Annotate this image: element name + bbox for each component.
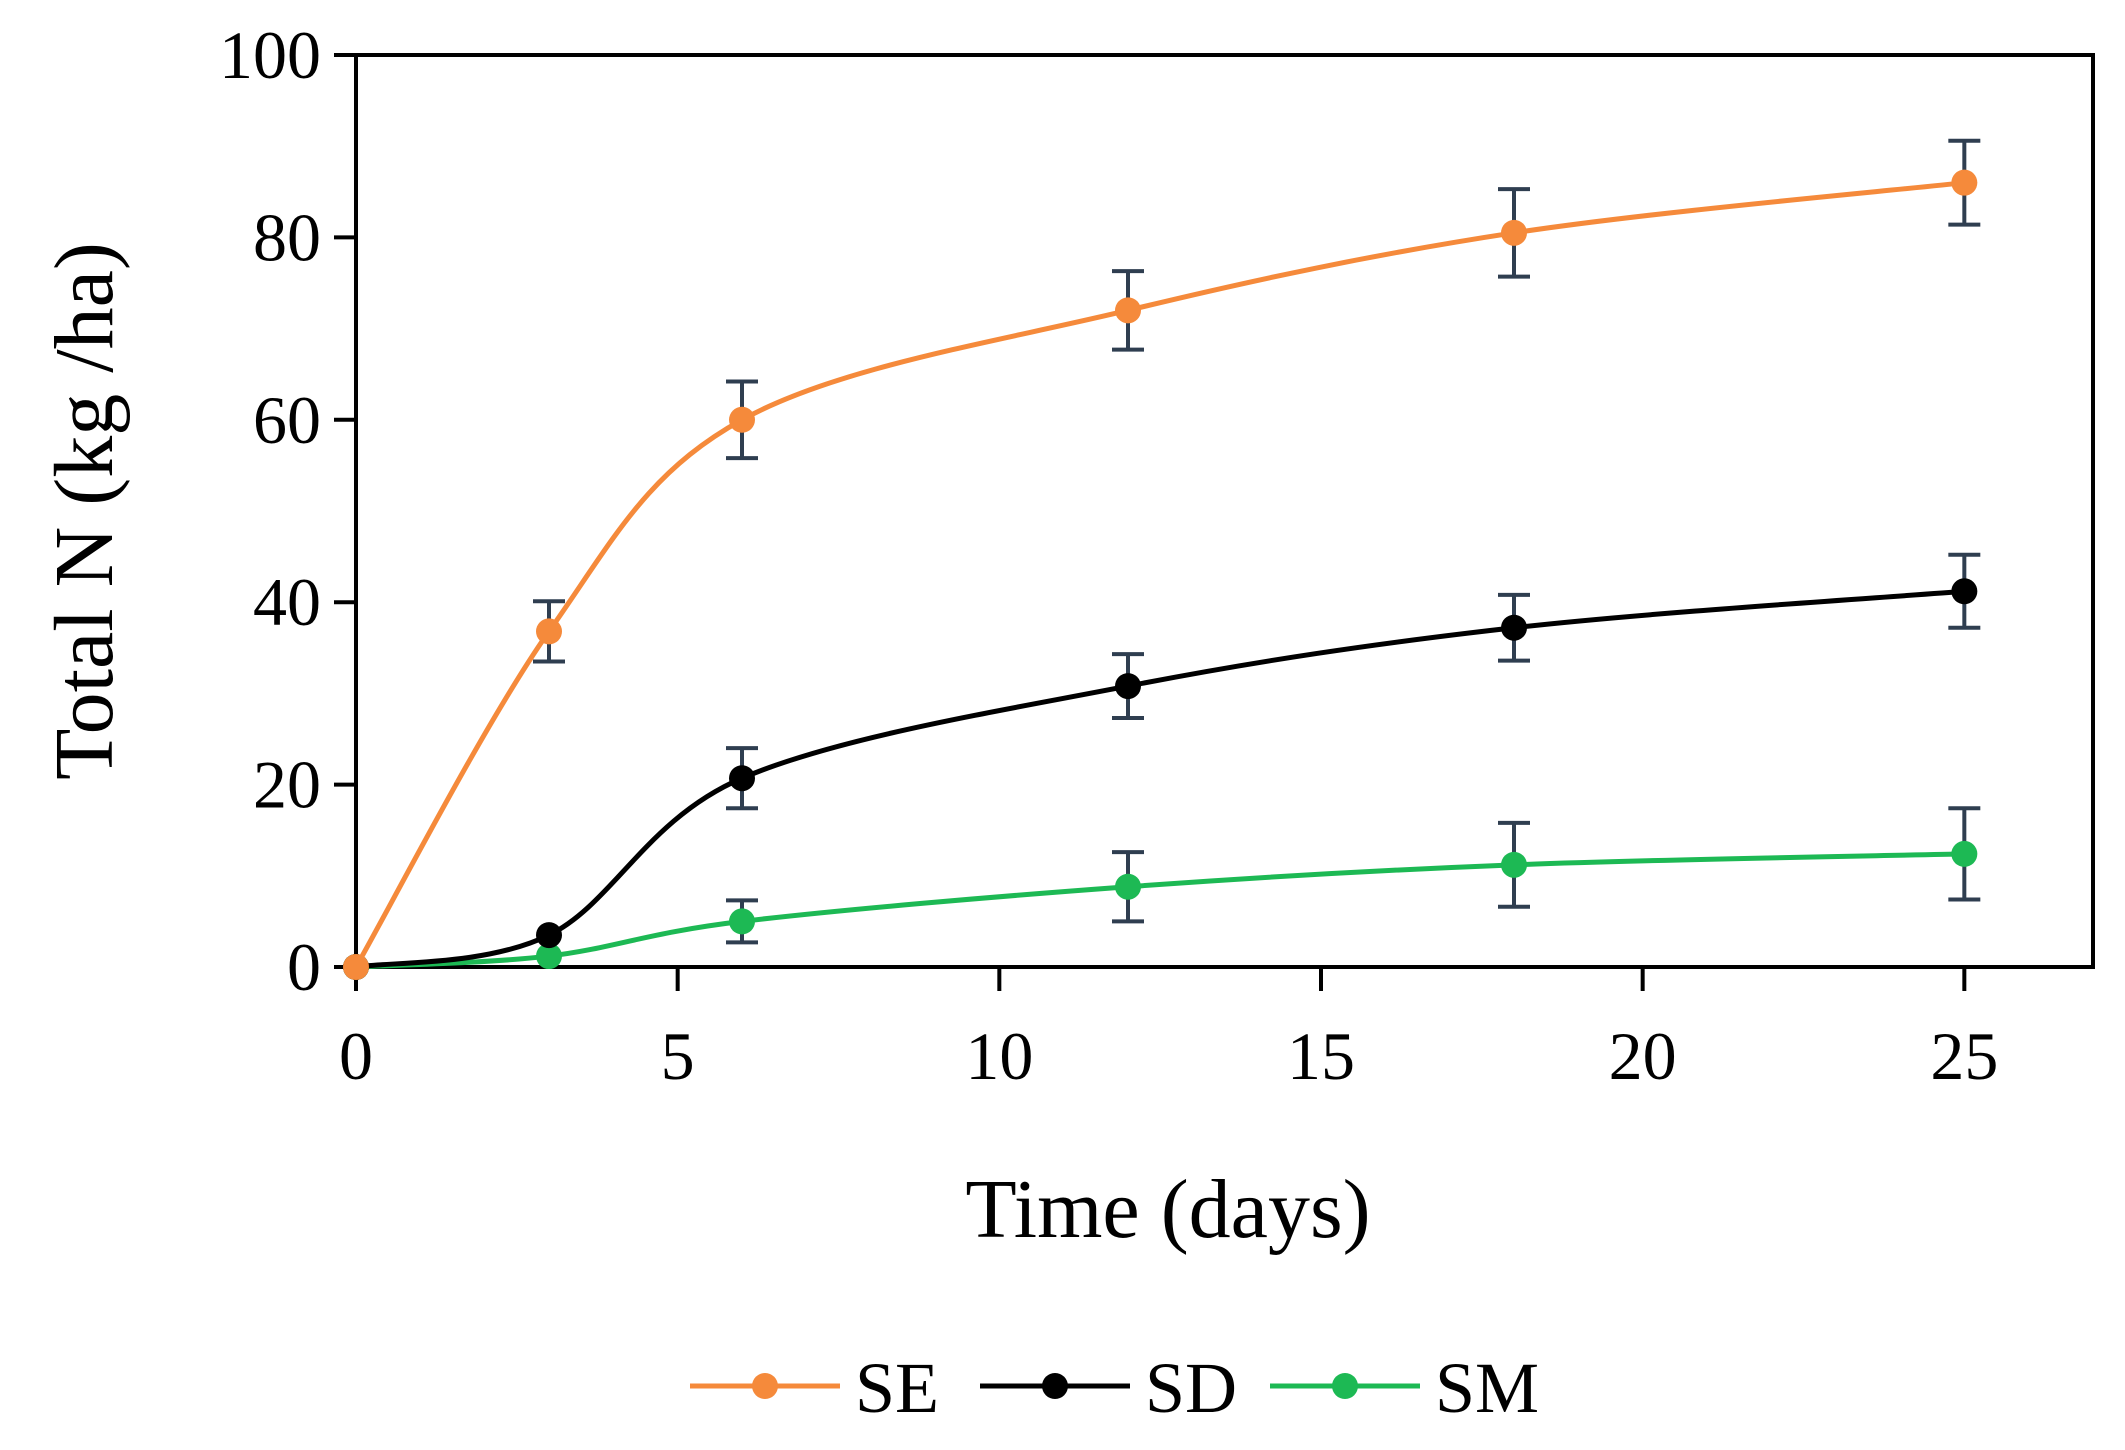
series-line-se [353, 180, 1965, 969]
series-line-sd [355, 588, 1965, 970]
legend-label-sd: SD [1145, 1348, 1237, 1428]
data-point-sd [1115, 673, 1141, 700]
plot-area-frame [354, 53, 2095, 969]
y-tick-label: 60 [253, 382, 321, 458]
x-tick-label: 25 [1930, 1018, 1998, 1094]
y-tick-label: 40 [253, 564, 321, 640]
legend-marker-se [752, 1373, 778, 1399]
y-axis-title: Total N (kg /ha) [38, 242, 131, 780]
data-point-se [729, 406, 755, 433]
data-point-se [1501, 219, 1527, 246]
x-tick-label: 0 [339, 1018, 373, 1094]
legend-marker-sd [1042, 1373, 1068, 1399]
legend-marker-sm [1332, 1373, 1358, 1399]
series-sd [343, 552, 1981, 980]
data-point-sm [1115, 873, 1141, 900]
data-point-sm [1501, 851, 1527, 878]
data-point-sd [536, 922, 562, 949]
x-tick-label: 20 [1609, 1018, 1677, 1094]
y-axis-ticks: 0 20 40 60 80 100 [219, 17, 356, 1005]
legend-label-sm: SM [1435, 1348, 1539, 1428]
x-tick-label: 15 [1287, 1018, 1355, 1094]
data-point-sd [1501, 614, 1527, 641]
series-se [343, 138, 1981, 980]
series-sm [343, 806, 1981, 980]
y-tick-label: 80 [253, 199, 321, 275]
x-axis-title: Time (days) [965, 1163, 1370, 1256]
data-point-se [343, 954, 369, 980]
y-tick-label: 100 [219, 17, 321, 93]
series-line-sm [355, 851, 1965, 970]
data-point-sd [1951, 578, 1978, 605]
legend: SE SD SM [690, 1348, 1539, 1428]
y-tick-label: 0 [287, 929, 321, 1005]
data-point-se [1115, 297, 1141, 324]
legend-label-se: SE [855, 1348, 939, 1428]
data-point-sd [729, 765, 755, 792]
data-point-se [536, 618, 562, 645]
data-point-sm [1951, 840, 1978, 867]
y-tick-label: 20 [253, 747, 321, 823]
data-point-sm [536, 943, 562, 970]
series-layer [343, 138, 1981, 980]
data-point-sm [729, 908, 755, 935]
x-tick-label: 10 [965, 1018, 1033, 1094]
x-axis-ticks: 0 5 10 15 20 25 [339, 967, 1998, 1094]
data-point-se [1951, 169, 1978, 196]
x-tick-label: 5 [661, 1018, 695, 1094]
